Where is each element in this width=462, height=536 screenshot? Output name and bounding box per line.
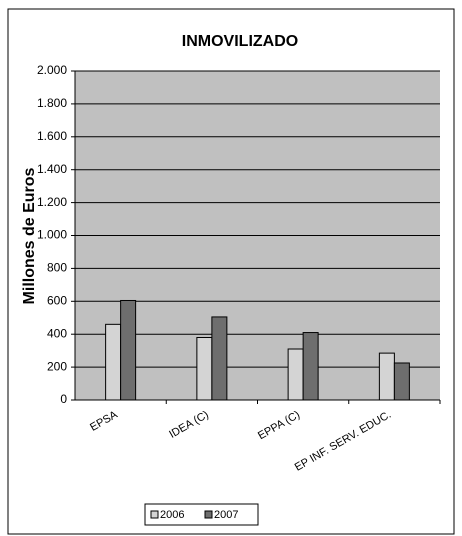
legend-box bbox=[144, 503, 259, 526]
y-tick-label: 200 bbox=[47, 359, 67, 373]
bar bbox=[287, 348, 304, 401]
legend-swatch bbox=[204, 510, 213, 519]
legend-label: 2006 bbox=[160, 509, 184, 521]
y-tick-label: 0 bbox=[60, 392, 67, 406]
legend-swatch bbox=[150, 510, 159, 519]
y-tick-label: 400 bbox=[47, 326, 67, 340]
y-tick-label: 1.200 bbox=[37, 195, 67, 209]
y-axis-label: Millones de Euros bbox=[21, 167, 38, 304]
y-tick-label: 1.000 bbox=[37, 228, 67, 242]
bar bbox=[378, 352, 395, 401]
y-tick-label: 2.000 bbox=[37, 63, 67, 77]
bar bbox=[211, 316, 228, 401]
bar bbox=[105, 323, 122, 401]
y-tick-label: 1.800 bbox=[37, 96, 67, 110]
legend-label: 2007 bbox=[214, 509, 238, 521]
bar bbox=[120, 299, 137, 401]
bar bbox=[196, 336, 213, 401]
bar bbox=[393, 362, 410, 401]
y-tick-label: 600 bbox=[47, 293, 67, 307]
chart-title: INMOVILIZADO bbox=[182, 33, 298, 50]
y-tick-label: 1.400 bbox=[37, 162, 67, 176]
y-tick-label: 800 bbox=[47, 261, 67, 275]
y-tick-label: 1.600 bbox=[37, 129, 67, 143]
bar bbox=[302, 332, 319, 401]
